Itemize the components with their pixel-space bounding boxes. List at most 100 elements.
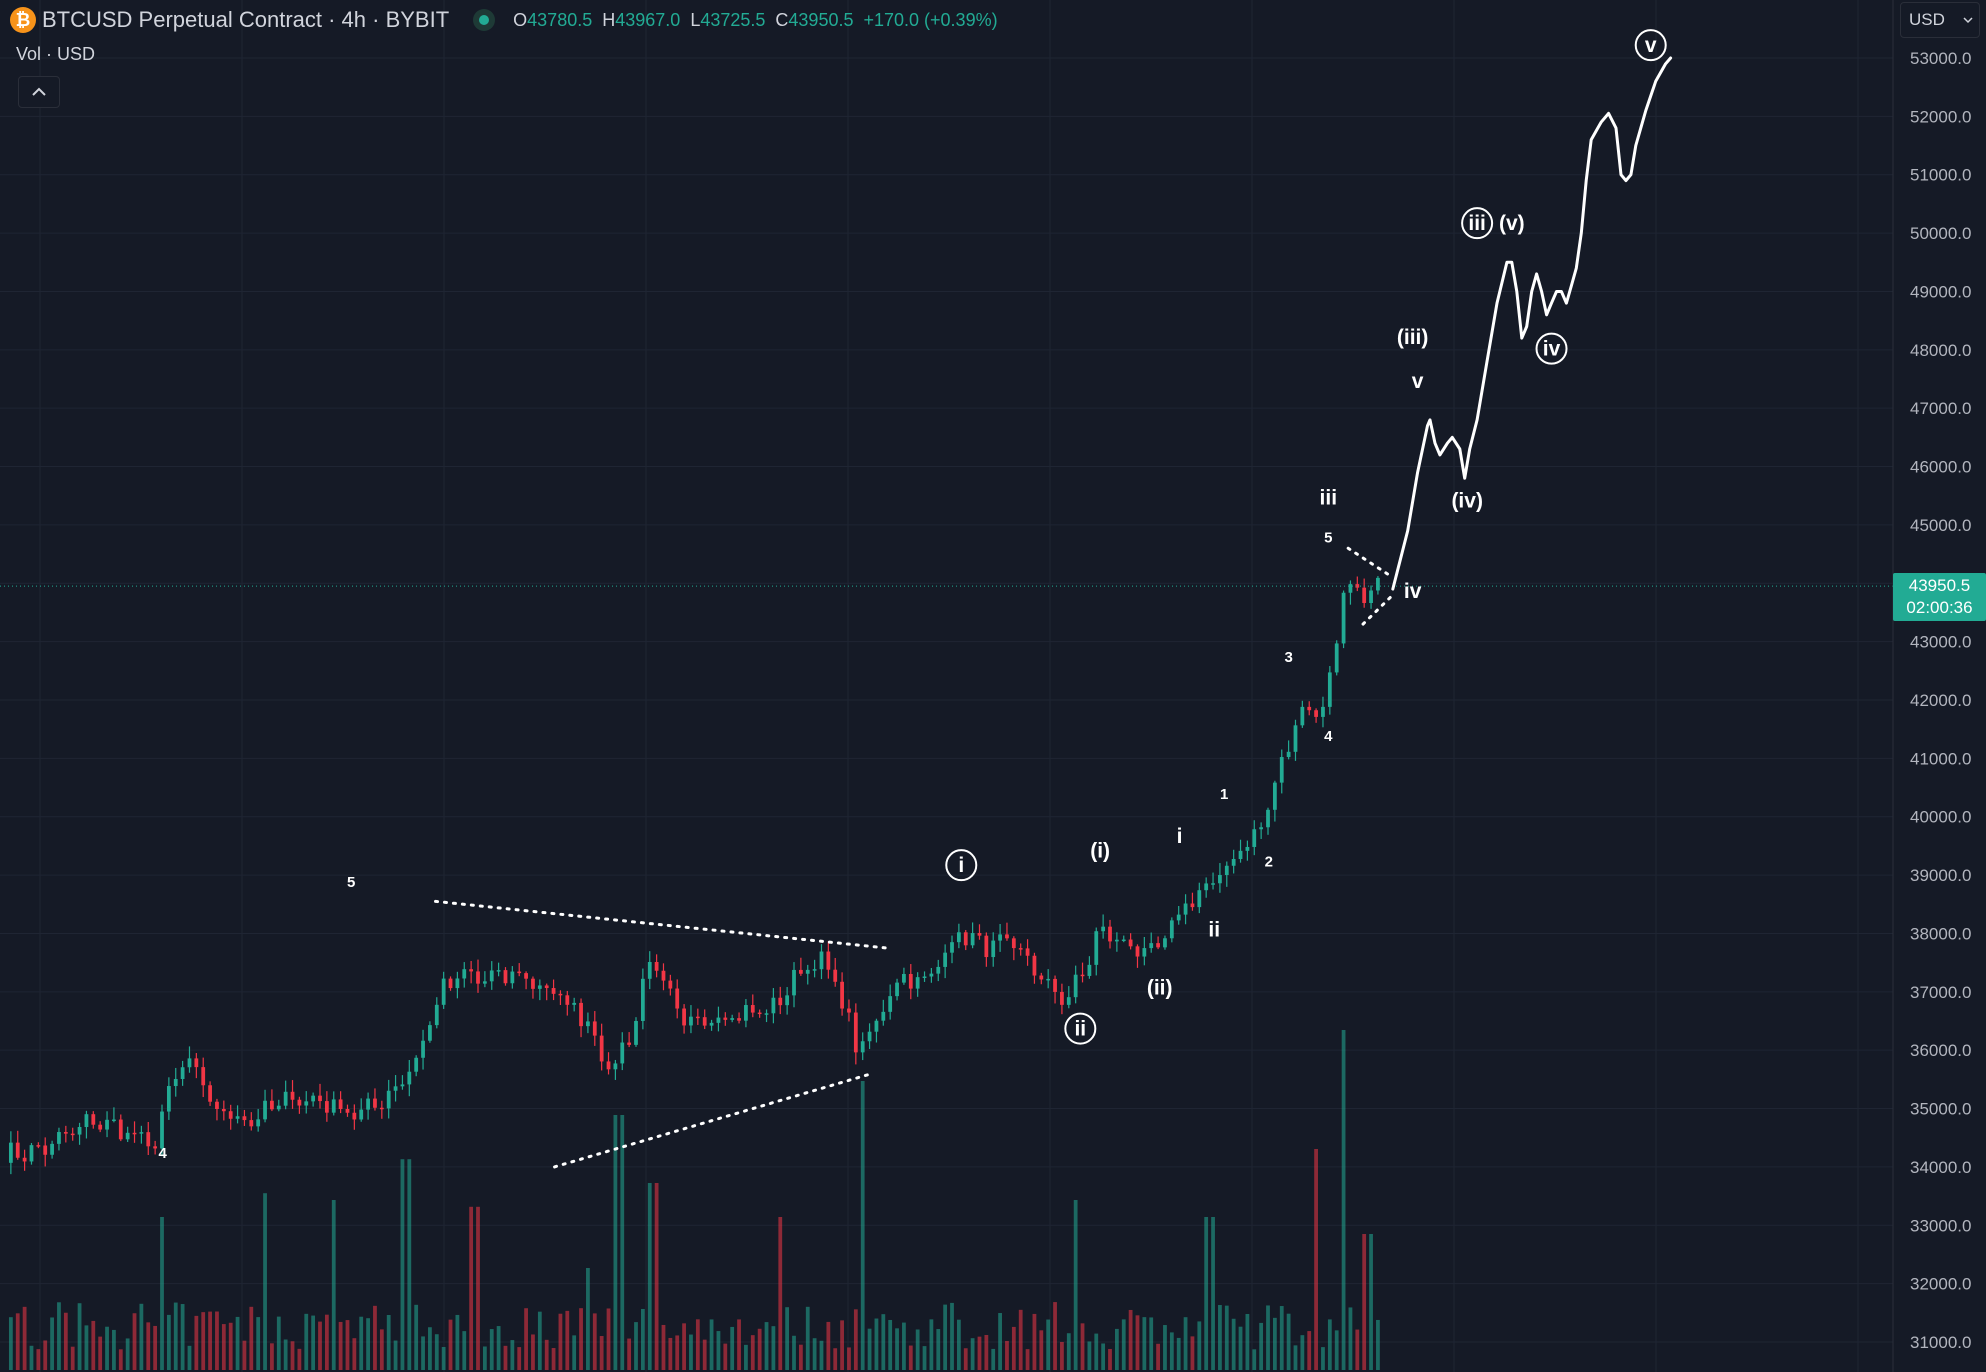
wave-label: 4 xyxy=(1324,728,1333,745)
volume-bar xyxy=(331,1200,336,1370)
volume-bar xyxy=(36,1349,41,1370)
candle-body xyxy=(709,1022,714,1026)
candle-body xyxy=(132,1132,137,1135)
volume-bar xyxy=(297,1348,302,1370)
candle-body xyxy=(455,978,460,989)
candle-body xyxy=(963,932,968,946)
symbol-title[interactable]: BTCUSD Perpetual Contract · 4h · BYBIT xyxy=(42,7,450,32)
candle-body xyxy=(1327,672,1332,707)
price-tick-label: 47000.0 xyxy=(1910,399,1971,418)
volume-bar xyxy=(469,1206,474,1370)
candle-body xyxy=(929,973,934,977)
candle-body xyxy=(324,1101,329,1113)
candle-body xyxy=(1259,827,1264,830)
candle-body xyxy=(1369,590,1373,604)
candle-body xyxy=(379,1107,384,1110)
volume-bar xyxy=(627,1338,632,1370)
candle-body xyxy=(228,1111,233,1119)
candle-body xyxy=(785,995,790,1006)
volume-bar xyxy=(462,1331,467,1370)
volume-bar xyxy=(105,1326,109,1370)
volume-bar xyxy=(984,1334,989,1370)
candle-body xyxy=(77,1127,82,1135)
candle-body xyxy=(895,982,899,997)
candle-body xyxy=(1307,706,1312,711)
candle-body xyxy=(194,1058,199,1068)
candle-body xyxy=(8,1142,13,1163)
candle-body xyxy=(1142,948,1147,957)
candle-body xyxy=(647,961,652,979)
wave-label: (v) xyxy=(1499,212,1525,235)
price-tick-label: 33000.0 xyxy=(1910,1216,1971,1235)
candle-body xyxy=(558,993,563,996)
candle-body xyxy=(1266,809,1270,828)
candle-body xyxy=(579,1002,583,1027)
high-value: 43967.0 xyxy=(615,9,681,30)
volume-bar xyxy=(1238,1326,1243,1370)
volume-bar xyxy=(1032,1313,1037,1370)
volume-legend[interactable]: Vol · USD xyxy=(16,44,96,64)
currency-select[interactable]: USD xyxy=(1900,2,1980,38)
candle-body xyxy=(400,1084,405,1087)
candle-layer xyxy=(8,576,1380,1175)
volume-bar xyxy=(654,1183,659,1370)
candle-body xyxy=(1114,939,1119,942)
candle-body xyxy=(359,1109,364,1120)
volume-bar xyxy=(537,1311,542,1370)
wave-label: iv xyxy=(1404,580,1422,603)
candle-body xyxy=(345,1108,350,1113)
volume-bar xyxy=(737,1319,741,1370)
volume-bar xyxy=(977,1336,982,1370)
volume-bar xyxy=(1245,1313,1250,1370)
volume-bar xyxy=(146,1322,151,1370)
candle-body xyxy=(22,1157,27,1162)
volume-bar xyxy=(1272,1317,1277,1370)
volume-bar xyxy=(84,1325,89,1370)
candle-body xyxy=(366,1098,370,1110)
candle-body xyxy=(57,1132,61,1144)
candle-body xyxy=(256,1119,261,1127)
candle-body xyxy=(476,971,480,984)
volume-bar xyxy=(1121,1319,1126,1370)
wave-label-circle xyxy=(1461,207,1494,240)
volume-bar xyxy=(551,1348,556,1370)
wave-label: i xyxy=(1177,825,1183,848)
candle-body xyxy=(1025,948,1030,956)
candle-body xyxy=(208,1085,212,1102)
candle-body xyxy=(1238,850,1243,859)
candle-body xyxy=(695,1016,700,1019)
volume-bar xyxy=(112,1329,116,1370)
price-tick-label: 42000.0 xyxy=(1910,691,1971,710)
price-axis[interactable]: 31000.0 32000.0 33000.0 34000.0 35000.0 36000… xyxy=(1892,0,1971,1372)
volume-bar xyxy=(8,1317,13,1370)
price-tick-label: 38000.0 xyxy=(1910,924,1971,943)
small-triangle-upper-line xyxy=(1346,546,1395,579)
candle-body xyxy=(1341,592,1346,644)
volume-bar xyxy=(1224,1305,1229,1370)
candle-body xyxy=(1163,938,1167,948)
volume-bar xyxy=(1108,1348,1112,1370)
candle-body xyxy=(1252,829,1257,847)
collapse-legend-button[interactable] xyxy=(18,76,60,108)
market-open-indicator-icon[interactable] xyxy=(473,9,496,31)
candle-body xyxy=(352,1112,357,1120)
ohlc-legend: O43780.5 H43967.0 L43725.5 C43950.5 +170… xyxy=(513,10,997,31)
volume-bar xyxy=(1300,1335,1305,1370)
candle-body xyxy=(908,973,913,989)
open-value: 43780.5 xyxy=(527,9,593,30)
volume-bar xyxy=(1252,1349,1257,1370)
low-value: 43725.5 xyxy=(700,9,766,30)
volume-bar xyxy=(379,1329,384,1370)
candle-body xyxy=(517,971,522,974)
candle-body xyxy=(771,997,776,1014)
volume-bar xyxy=(881,1314,886,1370)
volume-bar xyxy=(592,1313,597,1370)
wave-label: iii xyxy=(1320,486,1338,509)
volume-bar xyxy=(91,1320,96,1370)
volume-bar xyxy=(709,1319,714,1370)
volume-bar xyxy=(1183,1317,1188,1370)
candle-body xyxy=(1135,946,1140,957)
volume-bar xyxy=(1286,1313,1291,1370)
volume-bar xyxy=(180,1304,185,1370)
